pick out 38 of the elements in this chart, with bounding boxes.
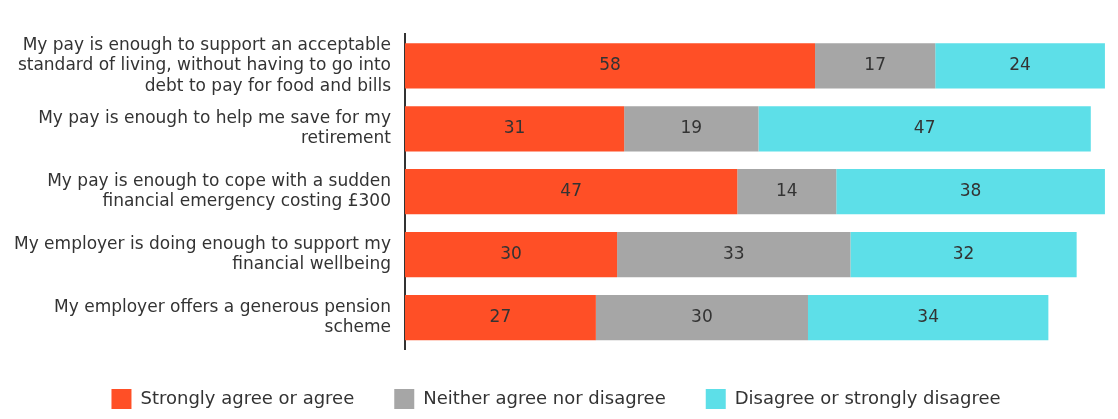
bar [836,169,1105,215]
data-label: 14 [775,180,798,201]
data-label: 58 [599,54,621,75]
bar [617,231,851,278]
data-label: 32 [952,243,975,264]
data-label: 33 [722,243,745,264]
y-tick-label: My pay is enough to help me save for my retirement [38,107,392,148]
bar [850,231,1077,278]
y-tick-label: My employer is doing enough to support my financial wellbeing [13,232,391,274]
bar [935,43,1105,89]
y-tick-label: My pay is enough to support an acceptable standard of living, without having to go into debt to pay for food and bills [17,33,392,95]
legend-label: Disagree or strongly disagree [734,386,1001,408]
bar [404,169,738,215]
legend-label: Neither agree nor disagree [423,386,666,408]
bar [404,294,596,341]
data-label: 24 [1009,54,1031,75]
data-label: 47 [913,117,936,138]
data-label: 31 [503,117,526,138]
y-tick-label: My employer offers a generous pension scheme [54,295,391,337]
bar [595,294,808,341]
y-tick-label: My pay is enough to cope with a sudden financial emergency costing £300 [47,169,391,211]
bar [404,106,625,152]
data-label: 17 [864,54,886,75]
bar [815,43,936,89]
data-label: 30 [691,305,713,326]
bar [737,169,837,215]
bar [624,106,759,152]
bar [807,294,1049,341]
data-label: 27 [489,305,512,326]
bar [404,43,816,89]
bar [758,106,1091,152]
legend-label: Strongly agree or agree [140,386,355,408]
bar [404,231,618,278]
data-label: 30 [500,243,522,264]
data-label: 34 [917,305,939,326]
data-label: 47 [560,180,582,201]
data-label: 19 [680,117,703,138]
data-label: 38 [959,180,982,201]
